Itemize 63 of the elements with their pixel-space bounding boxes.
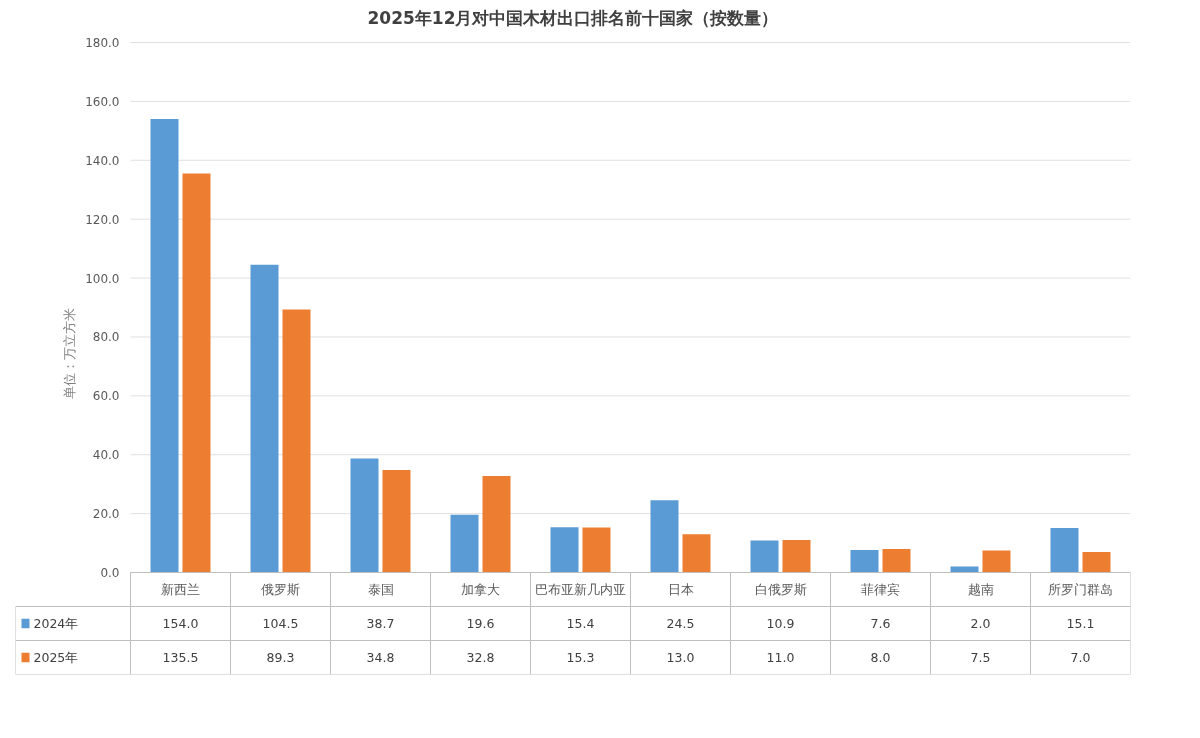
data-label: 154.0 [162,616,199,631]
bar [382,470,411,573]
bar [850,550,879,573]
data-label: 32.8 [466,650,495,665]
bar [750,540,779,573]
chart-title: 2025年12月对中国木材出口排名前十国家（按数量） [367,7,779,28]
x-tick-label: 加拿大 [461,582,500,597]
legend-label: 2025年 [33,650,79,665]
bar [550,527,579,573]
y-tick-label: 60.0 [92,389,120,404]
data-label: 8.0 [870,650,891,665]
data-label: 11.0 [766,650,795,665]
data-label: 34.8 [366,650,395,665]
x-tick-label: 巴布亚新几内亚 [535,582,626,597]
bar [582,527,611,573]
data-label: 19.6 [466,616,495,631]
bar [1082,551,1111,573]
x-tick-label: 越南 [967,582,994,597]
data-label: 13.0 [666,650,695,665]
data-label: 24.5 [666,616,695,631]
y-tick-label: 80.0 [92,330,120,345]
bar [982,550,1011,573]
bar [182,173,211,573]
data-label: 15.1 [1066,616,1095,631]
bar [150,119,179,573]
data-label: 135.5 [162,650,199,665]
data-label: 2.0 [970,616,991,631]
data-label: 15.4 [566,616,595,631]
bar [782,540,811,573]
bar [882,548,911,573]
data-label: 7.6 [870,616,891,631]
bar [682,534,711,573]
bar [350,458,379,573]
bar [450,514,479,573]
x-tick-label: 菲律宾 [861,582,900,597]
y-tick-label: 0.0 [100,566,120,580]
data-label: 10.9 [766,616,795,631]
y-tick-label: 160.0 [85,94,120,109]
data-label: 104.5 [262,616,299,631]
x-tick-label: 泰国 [367,582,394,597]
bar [250,264,279,573]
data-label: 38.7 [366,616,395,631]
bar [1050,528,1079,573]
x-tick-label: 俄罗斯 [261,582,300,597]
y-tick-label: 40.0 [92,448,120,463]
y-tick-label: 140.0 [85,153,120,168]
data-label: 89.3 [266,650,295,665]
y-axis-title: 单位：万立方米 [62,308,78,399]
y-tick-label: 20.0 [92,507,120,522]
data-label: 15.3 [566,650,595,665]
legend-label: 2024年 [33,616,79,631]
y-tick-label: 120.0 [85,212,120,227]
x-tick-label: 新西兰 [161,582,200,597]
x-tick-label: 白俄罗斯 [754,582,807,597]
bar [282,309,311,573]
x-tick-label: 所罗门群岛 [1048,582,1113,597]
bar [650,500,679,573]
data-label: 7.5 [970,650,991,665]
y-tick-label: 100.0 [85,271,120,286]
x-tick-label: 日本 [667,582,694,597]
data-label: 7.0 [1070,650,1091,665]
bar [482,475,511,573]
y-tick-label: 180.0 [85,36,120,50]
